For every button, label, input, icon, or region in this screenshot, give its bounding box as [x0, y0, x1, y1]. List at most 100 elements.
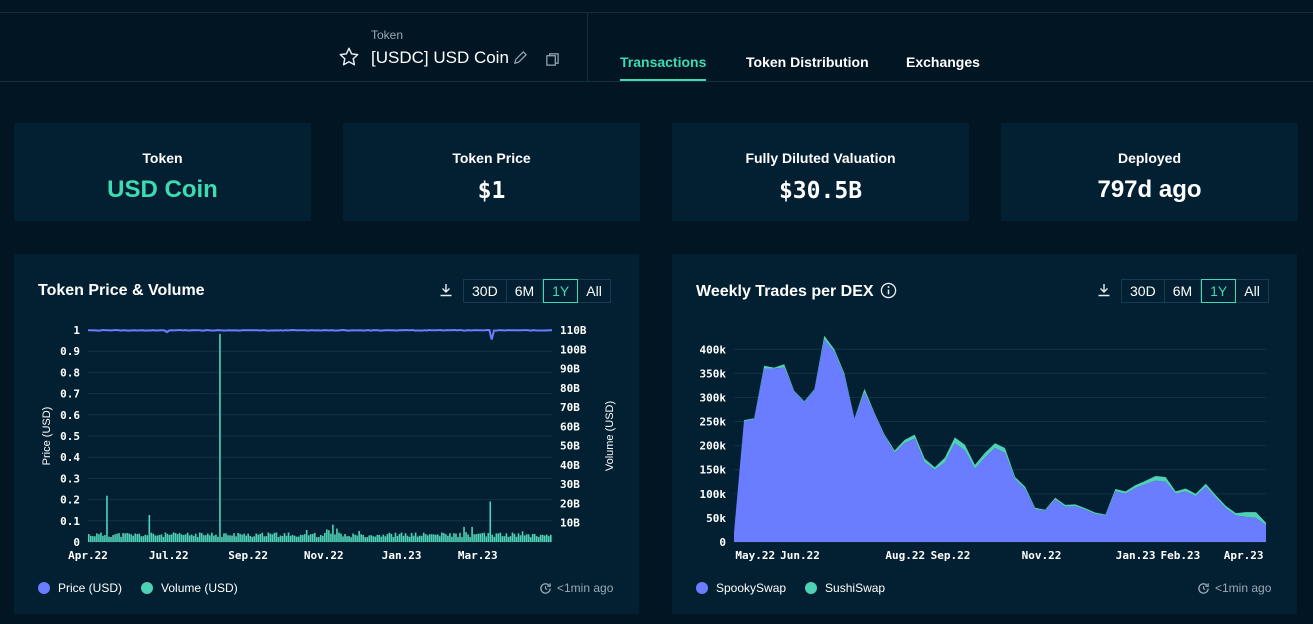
- volume-bar: [334, 534, 336, 542]
- copy-icon[interactable]: [545, 52, 560, 67]
- volume-bar: [303, 534, 306, 542]
- range-all-button[interactable]: All: [1244, 283, 1260, 299]
- volume-bar: [477, 533, 479, 542]
- y-tick-label: 0.7: [60, 388, 80, 401]
- volume-bar: [100, 532, 102, 542]
- tab-exchanges[interactable]: Exchanges: [906, 54, 980, 70]
- volume-bar: [493, 536, 496, 542]
- volume-bar: [124, 533, 126, 542]
- volume-bar: [463, 526, 465, 542]
- volume-bar: [223, 533, 225, 542]
- x-tick-label: Nov.22: [1022, 549, 1062, 562]
- volume-bar: [144, 534, 147, 542]
- volume-bar: [281, 536, 284, 542]
- legend-item-sushiswap[interactable]: SushiSwap: [805, 581, 885, 595]
- volume-bar: [102, 535, 104, 542]
- range-30d-button[interactable]: 30D: [1122, 280, 1165, 302]
- volume-bar: [549, 534, 552, 542]
- volume-bar: [152, 533, 155, 542]
- volume-bar: [320, 534, 322, 542]
- volume-bar: [271, 534, 274, 542]
- volume-bar: [467, 534, 469, 542]
- range-all-button[interactable]: All: [586, 283, 602, 299]
- volume-bar: [428, 534, 431, 542]
- y-tick-label: 0.8: [60, 366, 80, 379]
- volume-bar: [106, 495, 108, 542]
- volume-bar: [259, 533, 262, 542]
- volume-bar: [515, 536, 518, 542]
- volume-bar: [176, 534, 179, 542]
- volume-bar: [128, 533, 130, 542]
- range-6m-button[interactable]: 6M: [1165, 280, 1202, 302]
- refresh-status: <1min ago: [539, 581, 613, 595]
- volume-bar: [146, 535, 149, 542]
- volume-bar: [497, 533, 500, 542]
- volume-bar: [445, 534, 447, 542]
- volume-bar: [489, 501, 492, 542]
- volume-bar: [275, 532, 278, 542]
- y2-tick-label: 40B: [560, 459, 580, 472]
- volume-bar: [309, 534, 312, 542]
- volume-bar: [132, 535, 134, 542]
- volume-bar: [342, 536, 344, 542]
- y-tick-label: 0.3: [60, 472, 80, 485]
- volume-bar: [443, 533, 445, 542]
- y2-tick-label: 20B: [560, 497, 580, 510]
- volume-bar: [116, 533, 118, 542]
- refresh-icon[interactable]: [1197, 582, 1210, 595]
- stat-label: Token Price: [452, 150, 531, 166]
- x-tick-label: Mar.23: [458, 549, 498, 562]
- volume-bar: [326, 529, 328, 542]
- range-30d-button[interactable]: 30D: [464, 280, 507, 302]
- volume-bar: [192, 535, 195, 542]
- volume-bar: [507, 536, 510, 542]
- volume-bar: [160, 534, 163, 542]
- range-1y-button[interactable]: 1Y: [543, 279, 579, 303]
- volume-bar: [437, 534, 439, 542]
- volume-bar: [368, 535, 371, 542]
- chart-legend: Price (USD) Volume (USD): [38, 581, 257, 595]
- legend-item-spookyswap[interactable]: SpookySwap: [696, 581, 786, 595]
- volume-bar: [315, 537, 318, 542]
- tab-transactions[interactable]: Transactions: [620, 54, 707, 70]
- y-tick-label: 0.5: [60, 430, 80, 443]
- download-icon[interactable]: [439, 283, 453, 297]
- volume-bar: [269, 533, 272, 542]
- legend-label: SpookySwap: [716, 581, 787, 595]
- volume-bar: [541, 534, 544, 542]
- range-6m-button[interactable]: 6M: [507, 280, 544, 302]
- stat-label: Fully Diluted Valuation: [745, 150, 896, 166]
- stat-label: Deployed: [1117, 150, 1181, 166]
- volume-bar: [535, 536, 538, 542]
- volume-bar: [251, 536, 254, 542]
- info-icon[interactable]: [880, 282, 897, 299]
- tab-token-distribution[interactable]: Token Distribution: [746, 54, 869, 70]
- x-tick-label: Aug.22: [885, 549, 925, 562]
- legend-item-price[interactable]: Price (USD): [38, 581, 122, 595]
- volume-bar: [491, 534, 494, 542]
- x-tick-label: Jul.22: [149, 549, 189, 562]
- y-tick-label: 0.4: [60, 451, 80, 464]
- y-tick-label: 350k: [700, 367, 727, 380]
- star-icon[interactable]: [338, 46, 360, 68]
- volume-bar: [293, 535, 296, 542]
- pencil-icon[interactable]: [513, 50, 528, 65]
- volume-bar: [265, 536, 268, 542]
- volume-bar: [380, 536, 383, 542]
- refresh-icon[interactable]: [539, 582, 552, 595]
- volume-bar: [408, 536, 411, 542]
- volume-bar: [194, 533, 197, 542]
- x-tick-label: May.22: [735, 549, 775, 562]
- volume-bar: [225, 533, 227, 542]
- token-label: Token: [371, 28, 404, 42]
- volume-bar: [209, 535, 211, 542]
- volume-bar: [221, 536, 223, 542]
- range-1y-button[interactable]: 1Y: [1201, 279, 1237, 303]
- volume-bar: [205, 535, 207, 542]
- legend-item-volume[interactable]: Volume (USD): [141, 581, 238, 595]
- volume-bar: [424, 534, 427, 542]
- volume-bar: [505, 533, 508, 542]
- y-tick-label: 300k: [700, 391, 727, 404]
- y-tick-label: 0.1: [60, 515, 80, 528]
- download-icon[interactable]: [1097, 283, 1111, 297]
